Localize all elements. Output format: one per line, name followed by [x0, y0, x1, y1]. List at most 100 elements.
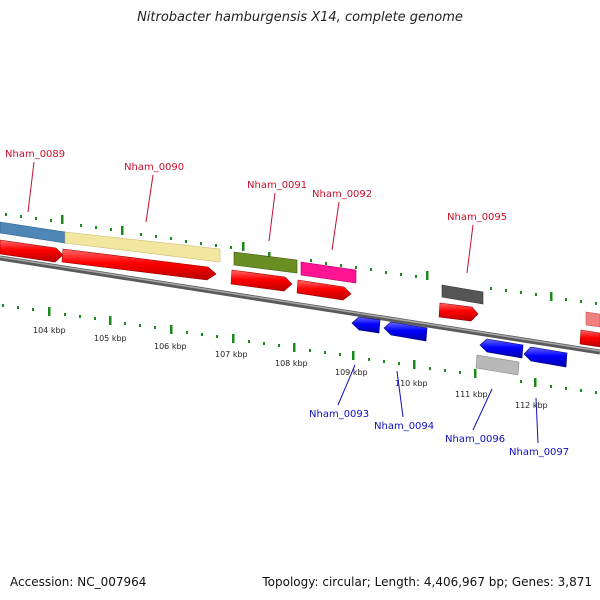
track-dot [200, 242, 202, 245]
track-dot [2, 304, 4, 307]
track-dot [400, 273, 402, 276]
gene-label-nham-0092[interactable]: Nham_0092 [312, 189, 372, 200]
track-tick [268, 252, 271, 260]
leader-line [27, 161, 35, 213]
leader-line [535, 397, 539, 444]
track-dot [32, 308, 34, 311]
leader-line [396, 370, 404, 418]
track-dot [490, 287, 492, 290]
gene-label-nham-0097[interactable]: Nham_0097 [509, 447, 569, 458]
track-dot [155, 235, 157, 238]
kbp-label-107: 107 kbp [215, 350, 248, 359]
cds-arrow-nham-0095[interactable] [438, 302, 479, 322]
track-tick [293, 343, 296, 352]
track-dot [355, 266, 357, 269]
track-dot [110, 228, 112, 231]
track-dot [324, 351, 326, 354]
track-dot [50, 219, 52, 222]
track-dot [80, 224, 82, 227]
track-dot [459, 371, 461, 374]
track-tick [242, 242, 245, 251]
leader-line [268, 192, 276, 242]
cds-arrow-edge[interactable] [579, 329, 600, 348]
kbp-label-110: 110 kbp [395, 379, 428, 388]
track-tick [550, 292, 553, 301]
gene-label-nham-0094[interactable]: Nham_0094 [374, 421, 434, 432]
track-tick [352, 351, 355, 360]
kbp-label-109: 109 kbp [335, 368, 368, 377]
gene-label-nham-0095[interactable]: Nham_0095 [447, 212, 507, 223]
track-dot [398, 362, 400, 365]
track-dot [368, 358, 370, 361]
track-dot [309, 349, 311, 352]
gene-label-nham-0093[interactable]: Nham_0093 [309, 409, 369, 420]
upper-tick-track [5, 213, 597, 305]
track-dot [339, 353, 341, 356]
track-dot [595, 302, 597, 305]
kbp-label-108: 108 kbp [275, 359, 308, 368]
feature-magenta[interactable] [300, 261, 357, 284]
track-dot [263, 342, 265, 345]
track-dot [325, 262, 327, 265]
feature-salmon[interactable] [585, 311, 600, 328]
leader-line [466, 224, 474, 274]
track-dot [340, 264, 342, 267]
track-dot [385, 271, 387, 274]
track-dot [185, 240, 187, 243]
accession-text: Accession: NC_007964 [10, 575, 147, 589]
track-dot [580, 300, 582, 303]
track-tick [61, 215, 64, 224]
track-dot [216, 335, 218, 338]
kbp-label-111: 111 kbp [455, 390, 488, 399]
track-dot [186, 331, 188, 334]
genome-summary-text: Topology: circular; Length: 4,406,967 bp… [262, 575, 592, 589]
feature-olive[interactable] [233, 251, 298, 274]
leader-line [472, 388, 493, 431]
track-dot [429, 367, 431, 370]
track-tick [170, 325, 173, 334]
track-dot [139, 324, 141, 327]
feature-darkgray[interactable] [441, 284, 484, 305]
lower-tick-track [2, 304, 597, 394]
feature-blue[interactable] [0, 221, 66, 244]
cds-arrow-nham-0096[interactable] [479, 338, 524, 359]
track-tick [474, 369, 477, 378]
leader-line [331, 201, 340, 251]
gene-label-nham-0090[interactable]: Nham_0090 [124, 162, 184, 173]
figure-title: Nitrobacter hamburgensis X14, complete g… [137, 10, 463, 25]
track-dot [310, 259, 312, 262]
cds-arrow-nham-0089[interactable] [0, 239, 64, 263]
track-dot [79, 315, 81, 318]
track-tick [413, 360, 416, 369]
cds-arrow-nham-0097[interactable] [523, 346, 568, 368]
cds-arrow-nham-0090[interactable] [61, 248, 217, 281]
cds-arrow-nham-0092[interactable] [296, 279, 352, 301]
cds-arrow-nham-0094[interactable] [383, 321, 428, 342]
track-tick [534, 378, 537, 387]
kbp-label-105: 105 kbp [94, 334, 127, 343]
leader-lines [27, 161, 539, 444]
gene-label-nham-0089[interactable]: Nham_0089 [5, 149, 65, 160]
track-dot [550, 385, 552, 388]
feature-yellow[interactable] [64, 231, 221, 263]
track-dot [215, 244, 217, 247]
track-dot [370, 268, 372, 271]
kbp-label-106: 106 kbp [154, 342, 187, 351]
feature-lightgray[interactable] [475, 354, 520, 376]
track-dot [64, 313, 66, 316]
gene-label-nham-0096[interactable]: Nham_0096 [445, 434, 505, 445]
gene-label-nham-0091[interactable]: Nham_0091 [247, 180, 307, 191]
cds-arrow-nham-0091[interactable] [230, 269, 293, 292]
track-dot [505, 289, 507, 292]
gene-labels: Nham_0089 Nham_0090 Nham_0091 Nham_0092 … [5, 149, 569, 458]
track-dot [35, 217, 37, 220]
cog-track [0, 221, 600, 376]
reverse-cds-track [351, 316, 568, 368]
track-dot [140, 233, 142, 236]
track-dot [415, 275, 417, 278]
cds-arrow-nham-0093[interactable] [351, 316, 381, 334]
track-dot [94, 317, 96, 320]
backbone [0, 255, 600, 355]
track-dot [565, 387, 567, 390]
